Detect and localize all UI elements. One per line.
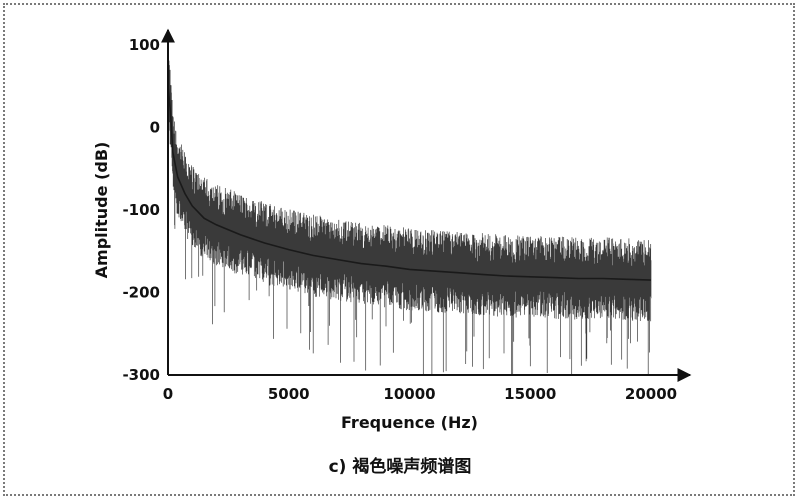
figure-frame [3,3,795,496]
x-axis-title: Frequence (Hz) [341,413,478,432]
x-tick-label: 15000 [504,385,556,403]
y-tick-label: 0 [150,119,160,137]
y-tick-label: -200 [122,284,160,302]
x-tick-label: 10000 [383,385,435,403]
x-tick-label: 0 [163,385,173,403]
x-tick-label: 5000 [268,385,310,403]
noise-spikes [167,48,652,375]
y-tick-label: 100 [129,36,160,54]
y-tick-label: -100 [122,201,160,219]
x-ticks: 0 5000 10000 15000 20000 [163,385,677,403]
figure-caption: c) 褐色噪声频谱图 [328,457,472,477]
x-tick-label: 20000 [625,385,677,403]
y-ticks: 100 0 -100 -200 -300 [122,36,160,384]
y-tick-label: -300 [122,366,160,384]
noise-band [167,48,652,375]
y-axis-title: Amplitude (dB) [92,142,111,279]
series-line [167,86,652,281]
